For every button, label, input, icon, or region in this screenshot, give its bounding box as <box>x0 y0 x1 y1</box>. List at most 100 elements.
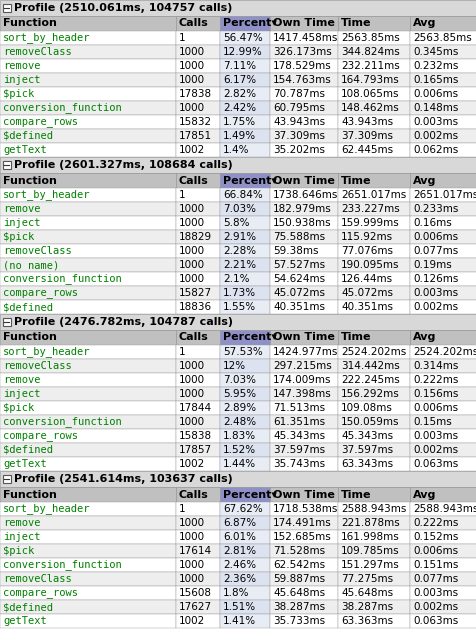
Text: 2.82%: 2.82% <box>223 89 256 99</box>
Bar <box>269 345 337 359</box>
Text: 0.126ms: 0.126ms <box>412 274 457 284</box>
Bar <box>269 359 337 373</box>
Text: 222.245ms: 222.245ms <box>340 375 399 385</box>
Bar <box>0 614 176 628</box>
Bar <box>409 345 476 359</box>
Text: 2563.85ms: 2563.85ms <box>412 33 471 43</box>
Text: 1000: 1000 <box>178 204 205 214</box>
Text: compare_rows: compare_rows <box>3 288 78 298</box>
Text: 1000: 1000 <box>178 518 205 528</box>
Bar <box>409 258 476 272</box>
Text: conversion_function: conversion_function <box>3 559 121 570</box>
Text: 0.006ms: 0.006ms <box>412 89 457 99</box>
Text: 71.513ms: 71.513ms <box>272 403 325 413</box>
Bar <box>0 415 176 429</box>
Bar <box>409 115 476 129</box>
Bar <box>269 115 337 129</box>
Bar <box>0 216 176 230</box>
Text: 2524.202ms: 2524.202ms <box>340 347 406 357</box>
Text: conversion_function: conversion_function <box>3 273 121 284</box>
Text: 0.19ms: 0.19ms <box>412 260 451 270</box>
Bar <box>269 401 337 415</box>
Text: remove: remove <box>3 204 40 214</box>
Bar <box>337 115 409 129</box>
Bar <box>337 129 409 143</box>
Bar <box>337 387 409 401</box>
Bar <box>269 544 337 558</box>
Bar <box>3 161 11 169</box>
Text: 45.648ms: 45.648ms <box>340 588 392 598</box>
Bar <box>0 586 176 600</box>
Text: 0.15ms: 0.15ms <box>412 417 451 427</box>
Bar <box>269 202 337 216</box>
Bar <box>337 345 409 359</box>
Bar <box>409 31 476 45</box>
Text: Function: Function <box>3 490 57 499</box>
Text: 45.648ms: 45.648ms <box>272 588 325 598</box>
Text: 15608: 15608 <box>178 588 211 598</box>
Bar <box>337 558 409 572</box>
Bar <box>176 373 219 387</box>
Text: 7.03%: 7.03% <box>223 204 256 214</box>
Bar <box>409 101 476 115</box>
Text: 1000: 1000 <box>178 361 205 371</box>
Text: conversion_function: conversion_function <box>3 102 121 113</box>
Text: 15832: 15832 <box>178 117 212 127</box>
Bar <box>0 387 176 401</box>
Bar <box>409 45 476 59</box>
Bar <box>176 216 219 230</box>
Bar <box>409 87 476 101</box>
Bar <box>0 373 176 387</box>
Text: Own Time: Own Time <box>272 490 334 499</box>
Text: getText: getText <box>3 459 47 469</box>
Bar <box>409 272 476 286</box>
Bar <box>269 216 337 230</box>
Text: 1738.646ms: 1738.646ms <box>272 190 337 200</box>
Bar <box>176 115 219 129</box>
Bar <box>219 45 269 59</box>
Bar <box>219 516 269 530</box>
Bar <box>176 516 219 530</box>
Text: Avg: Avg <box>412 490 436 499</box>
Bar <box>269 230 337 244</box>
Bar <box>269 387 337 401</box>
Text: inject: inject <box>3 218 40 228</box>
Text: 344.824ms: 344.824ms <box>340 47 399 57</box>
Bar <box>269 286 337 300</box>
Text: 0.077ms: 0.077ms <box>412 574 457 584</box>
Text: 182.979ms: 182.979ms <box>272 204 331 214</box>
Text: 57.53%: 57.53% <box>223 347 262 357</box>
Text: 2524.202ms: 2524.202ms <box>412 347 476 357</box>
Bar <box>0 516 176 530</box>
Text: 174.491ms: 174.491ms <box>272 518 331 528</box>
Text: 1.4%: 1.4% <box>223 145 249 155</box>
Bar <box>337 188 409 202</box>
Text: Profile (2541.614ms, 103637 calls): Profile (2541.614ms, 103637 calls) <box>14 474 232 484</box>
Bar <box>219 286 269 300</box>
Bar <box>176 345 219 359</box>
Text: Avg: Avg <box>412 175 436 186</box>
Bar <box>337 31 409 45</box>
Bar <box>0 45 176 59</box>
Bar <box>0 286 176 300</box>
Bar <box>0 572 176 586</box>
Text: 0.151ms: 0.151ms <box>412 560 457 570</box>
Bar <box>409 359 476 373</box>
Bar <box>176 16 219 31</box>
Text: 1000: 1000 <box>178 532 205 542</box>
Bar <box>0 558 176 572</box>
Bar <box>0 272 176 286</box>
Text: 0.002ms: 0.002ms <box>412 602 457 612</box>
Bar <box>219 87 269 101</box>
Text: 1.55%: 1.55% <box>223 302 256 312</box>
Bar <box>176 487 219 502</box>
Text: 1.8%: 1.8% <box>223 588 249 598</box>
Text: 108.065ms: 108.065ms <box>340 89 399 99</box>
Text: 0.063ms: 0.063ms <box>412 616 457 626</box>
Bar <box>0 530 176 544</box>
Bar <box>219 429 269 443</box>
Bar <box>337 258 409 272</box>
Bar <box>337 143 409 157</box>
Text: getText: getText <box>3 145 47 155</box>
Bar <box>269 530 337 544</box>
